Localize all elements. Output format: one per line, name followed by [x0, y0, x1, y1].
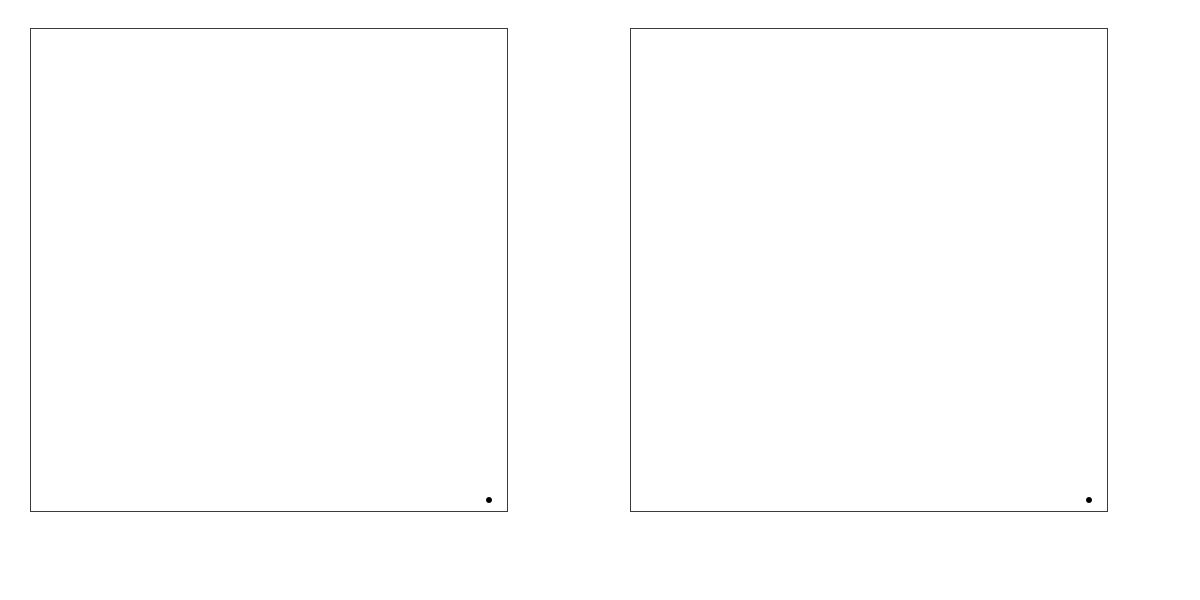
- model-panel: [30, 28, 546, 512]
- aqs-dot-icon: [486, 497, 492, 503]
- model-map-overlay: [31, 29, 507, 511]
- bias-map-plot[interactable]: [630, 28, 1108, 512]
- model-colorbar-gradient: [533, 40, 546, 495]
- bias-aqs-legend: [1086, 497, 1097, 503]
- aqs-dot-icon: [1086, 497, 1092, 503]
- bias-colorbar-gradient: [1133, 40, 1146, 495]
- model-map-plot[interactable]: [30, 28, 508, 512]
- aqs-legend: [486, 497, 497, 503]
- bias-map-overlay: [631, 29, 1107, 511]
- model-concentration-raster: [31, 29, 507, 511]
- bias-panel: [600, 0, 1200, 600]
